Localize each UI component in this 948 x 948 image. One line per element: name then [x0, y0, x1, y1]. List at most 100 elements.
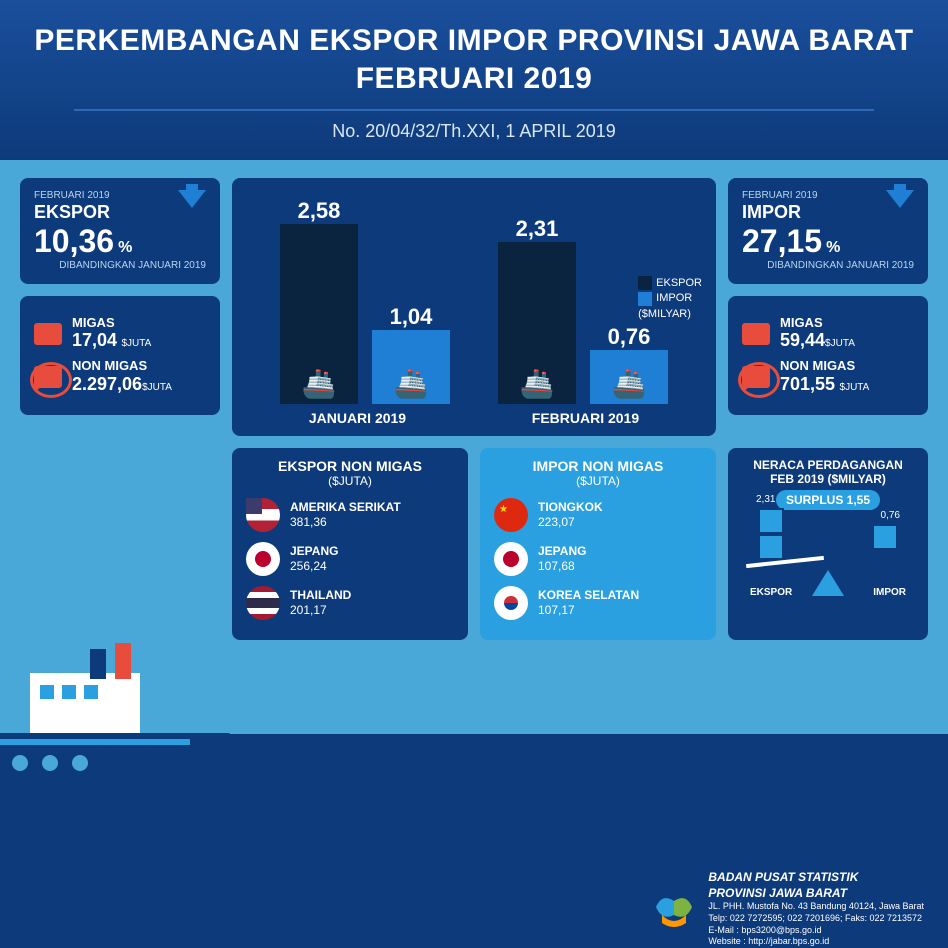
country-val: 381,36 — [290, 515, 401, 529]
migas-label: MIGAS — [780, 316, 855, 330]
header-subtitle: No. 20/04/32/Th.XXI, 1 APRIL 2019 — [74, 109, 873, 142]
neraca-ekspor-label: EKSPOR — [750, 587, 792, 598]
country-name: JEPANG — [290, 545, 338, 558]
impor-pct: 27,15 % — [742, 223, 914, 260]
ship-decoration — [0, 643, 230, 828]
country-name: TIONGKOK — [538, 501, 603, 514]
ship-icon: 🚢 — [612, 367, 647, 400]
nonmigas-row: NON MIGAS 701,55 $JUTA — [742, 359, 914, 394]
nonmigas-icon — [742, 366, 770, 388]
arrow-down-icon — [886, 190, 914, 208]
scale-pivot — [812, 570, 844, 596]
chart-legend: EKSPOR IMPOR ($MILYAR) — [638, 276, 702, 322]
month-jan: JANUARI 2019 — [309, 410, 406, 426]
country-name: AMERIKA SERIKAT — [290, 501, 401, 514]
arrow-down-icon — [178, 190, 206, 208]
country-row: ★ TIONGKOK223,07 — [494, 498, 702, 532]
legend-impor: IMPOR — [656, 292, 692, 304]
ekspor-cmp: DIBANDINGKAN JANUARI 2019 — [34, 260, 206, 272]
crate-icon — [758, 534, 784, 560]
nonmigas-val: 701,55 — [780, 374, 835, 394]
legend-swatch-impor — [638, 292, 652, 306]
flag-us-icon — [246, 498, 280, 532]
flag-jp-icon — [246, 542, 280, 576]
neraca-impor-val: 0,76 — [881, 510, 900, 521]
nonmigas-row: NON MIGAS 2.297,06$JUTA — [34, 359, 206, 394]
country-val: 256,24 — [290, 559, 338, 573]
migas-unit: $JUTA — [825, 338, 855, 349]
legend-ekspor: EKSPOR — [656, 277, 702, 289]
country-val: 107,68 — [538, 559, 586, 573]
bps-logo-icon — [652, 887, 696, 931]
legend-unit: ($MILYAR) — [638, 307, 702, 322]
header: PERKEMBANGAN EKSPOR IMPOR PROVINSI JAWA … — [0, 0, 948, 160]
ship-icon: 🚢 — [394, 367, 429, 400]
footer: BADAN PUSAT STATISTIK PROVINSI JAWA BARA… — [0, 870, 948, 948]
nonmigas-val: 2.297,06 — [72, 374, 142, 394]
country-row: THAILAND201,17 — [246, 586, 454, 620]
ekspor-pct-unit: % — [118, 239, 132, 257]
impor-migas-card: MIGAS 59,44$JUTA NON MIGAS 701,55 $JUTA — [728, 296, 928, 415]
ship-icon: 🚢 — [520, 367, 555, 400]
bar-feb-impor: 0,76 🚢 — [590, 350, 668, 404]
page-title: PERKEMBANGAN EKSPOR IMPOR PROVINSI JAWA … — [20, 22, 928, 97]
country-name: JEPANG — [538, 545, 586, 558]
neraca-surplus: SURPLUS 1,55 — [776, 490, 880, 510]
migas-val: 17,04 — [72, 330, 117, 350]
flag-jp-icon — [494, 542, 528, 576]
footer-addr: JL. PHH. Mustofa No. 43 Bandung 40124, J… — [708, 901, 924, 913]
country-val: 223,07 — [538, 515, 603, 529]
ship-icon: 🚢 — [302, 367, 337, 400]
title-l1: PERKEMBANGAN EKSPOR IMPOR PROVINSI JAWA … — [34, 24, 913, 57]
chart-card: 2,58 🚢 1,04 🚢 2,31 🚢 0,76 🚢 — [232, 178, 716, 436]
legend-swatch-ekspor — [638, 276, 652, 290]
impor-countries-title: IMPOR NON MIGAS — [494, 458, 702, 474]
ekspor-countries-card: EKSPOR NON MIGAS ($JUTA) AMERIKA SERIKAT… — [232, 448, 468, 640]
migas-label: MIGAS — [72, 316, 151, 330]
country-val: 107,17 — [538, 603, 639, 617]
migas-icon — [34, 323, 62, 345]
bar-val: 2,58 — [280, 198, 358, 224]
country-name: KOREA SELATAN — [538, 589, 639, 602]
nonmigas-unit: $JUTA — [840, 382, 870, 393]
ekspor-card: FEBRUARI 2019 EKSPOR 10,36 % DIBANDINGKA… — [20, 178, 220, 284]
neraca-scale: 2,31 0,76 EKSPOR IMPOR — [738, 516, 918, 596]
neraca-ekspor-val: 2,31 — [756, 494, 775, 505]
ekspor-pct: 10,36 % — [34, 223, 206, 260]
bar-group-feb: 2,31 🚢 0,76 🚢 — [498, 242, 668, 404]
bar-val: 2,31 — [498, 216, 576, 242]
bar-val: 1,04 — [372, 304, 450, 330]
impor-pct-val: 27,15 — [742, 223, 822, 260]
nonmigas-unit: $JUTA — [142, 382, 172, 393]
flag-cn-icon: ★ — [494, 498, 528, 532]
impor-card: FEBRUARI 2019 IMPOR 27,15 % DIBANDINGKAN… — [728, 178, 928, 284]
impor-cmp: DIBANDINGKAN JANUARI 2019 — [742, 260, 914, 272]
chart-month-labels: JANUARI 2019 FEBRUARI 2019 — [246, 410, 702, 426]
footer-email: E-Mail : bps3200@bps.go.id — [708, 925, 924, 937]
country-row: AMERIKA SERIKAT381,36 — [246, 498, 454, 532]
impor-pct-unit: % — [826, 239, 840, 257]
nonmigas-icon — [34, 366, 62, 388]
bar-chart: 2,58 🚢 1,04 🚢 2,31 🚢 0,76 🚢 — [246, 194, 702, 404]
migas-icon — [742, 323, 770, 345]
migas-row: MIGAS 17,04 $JUTA — [34, 316, 206, 351]
country-row: JEPANG256,24 — [246, 542, 454, 576]
country-row: KOREA SELATAN107,17 — [494, 586, 702, 620]
country-val: 201,17 — [290, 603, 351, 617]
bar-jan-impor: 1,04 🚢 — [372, 330, 450, 404]
bar-group-jan: 2,58 🚢 1,04 🚢 — [280, 224, 450, 404]
bar-feb-ekspor: 2,31 🚢 — [498, 242, 576, 404]
migas-unit: $JUTA — [122, 338, 152, 349]
ekspor-pct-val: 10,36 — [34, 223, 114, 260]
month-feb: FEBRUARI 2019 — [532, 410, 639, 426]
bar-jan-ekspor: 2,58 🚢 — [280, 224, 358, 404]
nonmigas-label: NON MIGAS — [780, 359, 869, 373]
crate-icon — [872, 524, 898, 550]
footer-org-l2: PROVINSI JAWA BARAT — [708, 886, 924, 902]
footer-web: Website : http://jabar.bps.go.id — [708, 936, 924, 948]
impor-countries-card: IMPOR NON MIGAS ($JUTA) ★ TIONGKOK223,07… — [480, 448, 716, 640]
ekspor-countries-unit: ($JUTA) — [246, 474, 454, 488]
ekspor-migas-card: MIGAS 17,04 $JUTA NON MIGAS 2.297,06$JUT… — [20, 296, 220, 415]
neraca-card: NERACA PERDAGANGAN FEB 2019 ($MILYAR) SU… — [728, 448, 928, 640]
flag-kr-icon — [494, 586, 528, 620]
